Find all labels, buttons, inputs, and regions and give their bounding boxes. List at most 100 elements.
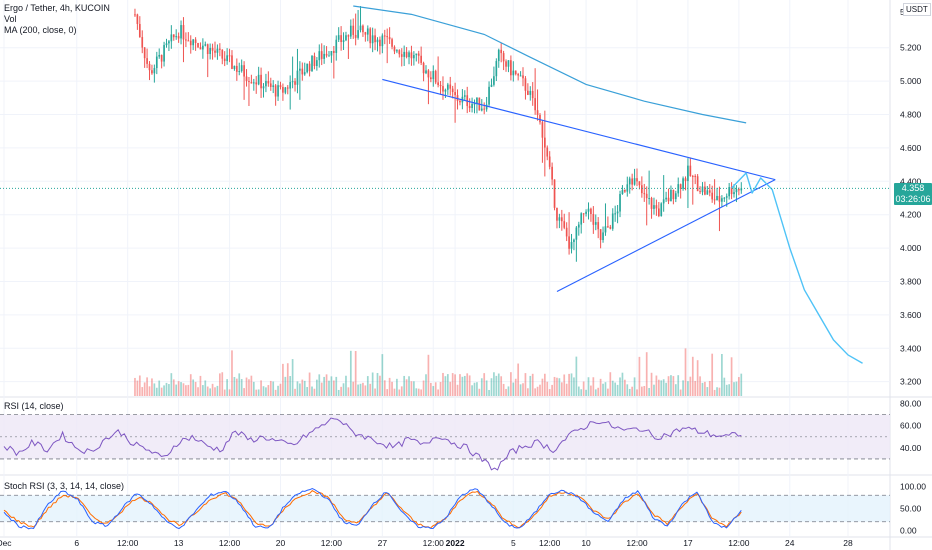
volume-bar [626,384,629,396]
volume-bar [155,387,158,396]
volume-bar [192,379,195,396]
candle-body [614,213,617,215]
lower-trendline [556,179,776,292]
time-tick-label: 27 [378,538,388,548]
volume-bar [320,382,323,396]
volume-bar [243,388,245,396]
candle-body [573,239,575,242]
volume-bar [558,378,561,396]
volume-bar [672,376,675,396]
volume-bar [670,375,672,396]
candle-body [320,51,323,59]
candle-body [582,213,585,215]
ma-200-line [353,5,747,124]
volume-bar [369,383,372,396]
candle-body [391,39,393,47]
candle-body [713,199,716,201]
candle-body [689,165,692,177]
volume-bar [611,380,614,396]
candle-body [294,81,296,85]
volume-bar [376,372,379,396]
volume-bar [335,376,338,396]
candle-body [328,55,330,57]
candle-body [250,82,253,84]
candle-body [619,194,621,212]
candle-body [376,39,379,43]
volume-bar [454,374,456,396]
volume-bar [546,381,549,396]
candle-body [199,47,202,50]
candle-body [204,44,207,46]
candle-body [502,53,505,62]
volume-bar [607,388,609,396]
candle-body [539,114,541,123]
candle-body [507,60,510,67]
candle-body [660,203,663,217]
stoch-k-line [3,487,742,530]
price-tick-label: 3.800 [900,276,922,286]
volume-bar [628,388,631,396]
volume-bar [662,379,665,396]
volume-bar [260,380,262,396]
candle-body [267,80,270,84]
candle-body [141,37,144,48]
candle-body [694,176,697,178]
candle-body [214,50,216,53]
rsi-tick-label: 60.00 [900,421,922,431]
volume-bar [248,379,250,396]
volume-bar [199,375,202,396]
volume-bar [330,376,333,396]
candle-body [303,72,306,75]
volume-bar [391,381,393,396]
candle-body [342,40,345,43]
volume-bar [413,381,415,396]
volume-legend[interactable]: Vol [4,14,17,24]
last-price: 4.358 [901,183,925,193]
symbol-title[interactable]: Ergo / Tether, 4h, KUCOIN [4,3,110,13]
volume-bar [711,353,714,396]
volume-bar [136,380,139,396]
candle-body [674,193,677,200]
price-tick-label: 5 [900,7,905,17]
currency-label[interactable]: USDT [903,3,931,16]
volume-bar [277,385,279,396]
volume-bar [500,376,503,396]
volume-bar [245,377,248,396]
volume-bar [718,387,721,396]
candle-body [592,214,595,225]
volume-bar [134,377,136,396]
rsi-title[interactable]: RSI (14, close) [4,401,64,411]
candle-body [519,75,522,77]
candle-body [565,227,568,237]
stoch-title[interactable]: Stoch RSI (3, 3, 14, 14, close) [4,481,125,491]
volume-bar [691,356,694,396]
volume-bar [466,373,469,396]
candle-body [607,226,609,228]
ma-legend[interactable]: MA (200, close, 0) [4,25,77,35]
candle-body [577,224,580,228]
candle-body [597,222,600,230]
candle-body [641,185,643,194]
price-tick-label: 5.000 [900,76,922,86]
volume-bar [381,354,384,396]
volume-bar [534,388,536,396]
candle-body [446,84,449,90]
volume-bar [575,356,578,396]
volume-bar [364,385,367,396]
volume-bar [228,389,231,396]
candle-body [691,176,694,178]
candle-body [708,190,711,193]
candle-body [422,62,425,74]
volume-bar [328,380,330,396]
volume-bar [262,386,265,396]
candle-body [284,87,287,93]
candle-body [153,68,156,74]
candle-body [480,108,483,111]
volume-bar [299,383,301,396]
volume-bar [585,389,587,396]
time-tick-label: 12:00 [626,538,648,548]
volume-bar [638,356,641,396]
volume-bar [560,382,563,396]
candle-body [534,98,536,111]
